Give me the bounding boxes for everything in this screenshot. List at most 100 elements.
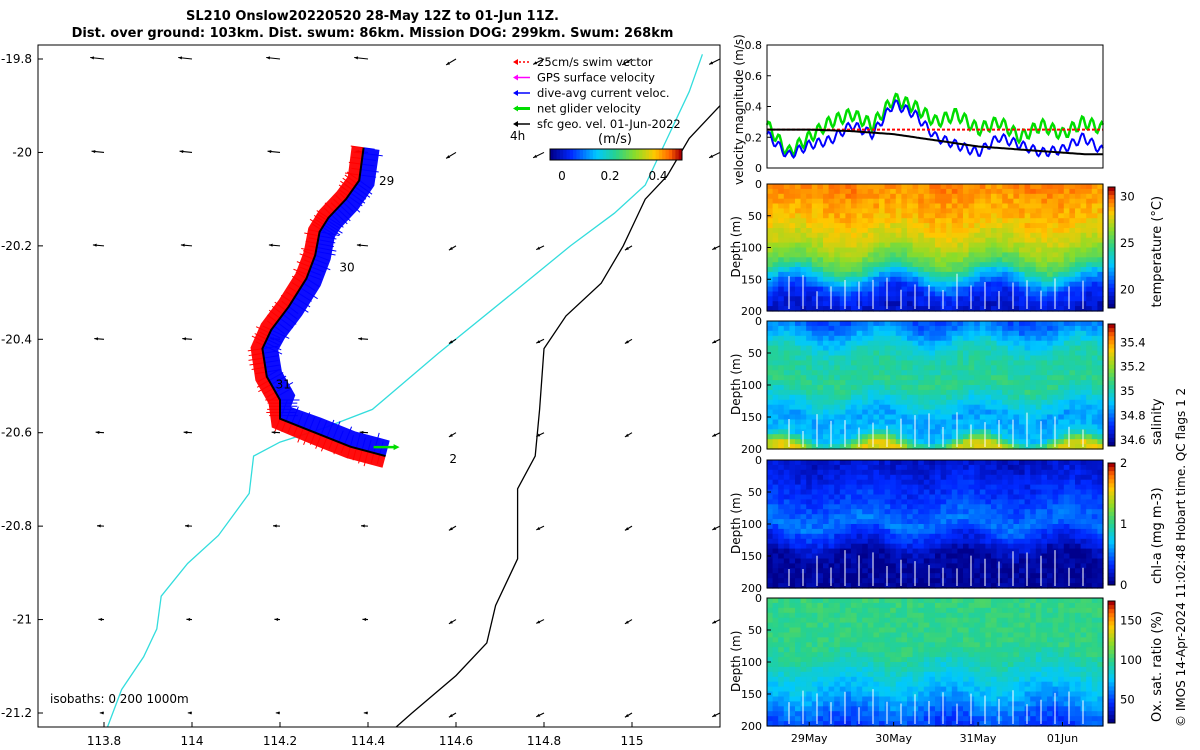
section-cell [907,228,914,234]
section-cell [1013,578,1020,584]
section-cell [974,528,981,535]
map-colorbar-tick-label: 0.4 [648,169,667,183]
section-cell [979,504,986,510]
section-cell [929,494,936,500]
dive-avg-current-band-vector [308,416,316,431]
section-cell [940,198,947,205]
section-cell [862,237,869,244]
section-cell [940,385,947,391]
section-cell [923,228,930,234]
section-cell [862,193,869,200]
section-cell [778,223,785,229]
section-cell [828,479,835,486]
section-cell [951,350,958,356]
section-cell [1080,247,1087,253]
section-cell [985,489,992,495]
section-cell [1052,434,1059,440]
section-cell [778,370,785,376]
section-cell [935,228,942,234]
section-cell [912,514,919,520]
section-cell [974,429,981,435]
section-cell [795,340,802,347]
section-cell [828,375,835,381]
section-cell [923,439,930,445]
section-cell [901,228,908,234]
section-cell [1019,528,1026,535]
section-cell [912,306,919,312]
section-cell [923,184,930,190]
swim-vector-band-vector [339,189,349,197]
section-cell [890,558,897,564]
section-cell [1091,218,1098,224]
section-cell [817,184,824,190]
section-cell [806,365,813,371]
section-cell [772,335,779,342]
section-cell [918,509,925,515]
section-cell [957,429,964,435]
section-cell [912,370,919,376]
section-cell [772,345,779,352]
section-cell [918,296,925,302]
section-cell [1007,444,1014,450]
section-cell [873,494,880,500]
section-cell [1086,414,1093,420]
sfc-geo-arrow [532,58,545,65]
section-cell [879,578,886,584]
section-cell [767,286,774,293]
section-cell [783,340,790,347]
section-cell [1097,399,1104,406]
section-cell [1019,543,1026,550]
section-cell [935,198,942,205]
section-cell [851,276,858,283]
section-cell [1091,203,1098,209]
section-cell [912,479,919,486]
section-cell [951,484,958,491]
map-ytick-label: -21 [12,613,32,627]
section-cell [783,389,790,396]
section-cell [1052,444,1059,450]
section-cell [895,548,902,555]
section-cell [851,583,858,589]
section-cell [828,193,835,200]
section-cell [873,528,880,535]
section-cell [811,237,818,244]
section-cell [772,548,779,555]
section-cell [767,429,774,435]
section-cell [778,548,785,555]
section-cell [901,193,908,200]
section-cell [907,218,914,224]
section-cell [1080,375,1087,381]
section-cell [884,218,891,224]
section-cell [1097,208,1104,214]
section-cell [991,524,998,530]
section-cell [1097,252,1104,258]
section-cell [879,223,886,229]
section-cell [918,188,925,195]
section-cell [918,350,925,356]
section-cell [951,394,958,401]
section-cell [957,394,964,401]
section-cell [828,281,835,288]
section-cell [1041,232,1048,239]
section-cell [1024,538,1031,545]
section-cell [1041,404,1048,411]
section-cell [974,385,981,391]
section-cell [856,538,863,545]
section-cell [923,232,930,239]
section-cell [957,242,964,249]
section-cell [795,247,802,253]
section-cell [795,414,802,420]
section-cell [806,385,813,391]
section-cell [1086,208,1093,214]
section-cell [940,325,947,332]
section-cell [957,350,964,356]
section-cell [884,414,891,420]
section-cell [772,494,779,500]
section-cell [1052,262,1059,268]
section-cell [778,479,785,486]
section-cell [862,568,869,574]
section-cell [1069,247,1076,253]
section-cell [800,419,807,425]
section-cell [957,360,964,366]
section-cell [789,330,796,337]
